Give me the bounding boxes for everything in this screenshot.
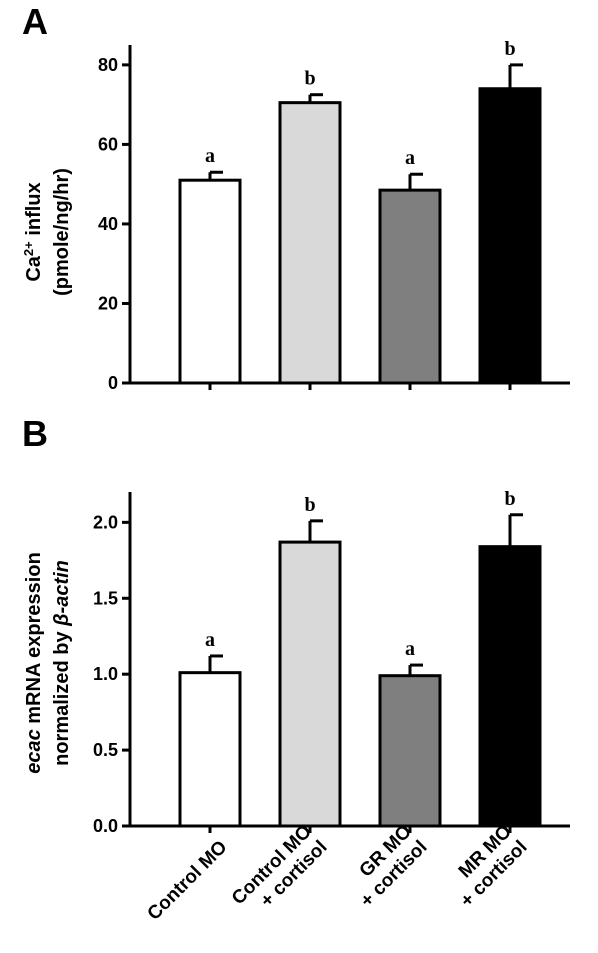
panel-b-bar xyxy=(178,671,242,828)
panel-a-significance-label: a xyxy=(405,147,415,169)
panel-b-significance-label: b xyxy=(504,488,515,510)
panel-b-y-tick-label: 0.0 xyxy=(93,816,118,836)
panel-a-bar xyxy=(378,188,442,385)
panel-b-significance-label: b xyxy=(304,494,315,516)
panel-a-y-tick-label: 40 xyxy=(98,214,118,234)
panel-a-ylabel-sup: 2+ xyxy=(21,241,36,256)
x-category-label: Control MO+ cortisol xyxy=(228,821,332,912)
x-category-label: Control MO xyxy=(144,837,232,925)
panel-a-ylabel-rest: influx xyxy=(23,182,45,241)
panel-a-ylabel-line1: Ca2+ influx xyxy=(21,182,46,281)
panel-b-significance-label: a xyxy=(405,638,415,660)
panel-a-bars: a b a b xyxy=(178,38,542,385)
panel-a-significance-label: b xyxy=(304,68,315,90)
x-category-label: GR MO+ cortisol xyxy=(356,821,432,912)
panel-b-ylabel-ecac: ecac xyxy=(23,729,45,774)
panel-b-ylabel-line2: normalized by β-actin xyxy=(51,560,73,766)
x-category-label-line: Control MO xyxy=(144,837,232,925)
panel-b-bar xyxy=(478,545,542,828)
panel-b-ylabel-line1: ecac mRNA expression xyxy=(23,552,45,774)
panel-a-bar xyxy=(178,178,242,385)
panel-a-ylabel-line2: (pmole/ng/hr) xyxy=(51,168,73,296)
panel-a-y-tick-label: 20 xyxy=(98,293,118,313)
panel-b-bar xyxy=(278,540,342,828)
panel-a-bar xyxy=(278,101,342,385)
x-category-label: MR MO+ cortisol xyxy=(455,821,532,912)
panel-b-letter: B xyxy=(22,413,48,454)
panel-a-chart: A Ca2+ influx (pmole/ng/hr) 0 20 40 60 80 a b… xyxy=(21,1,570,393)
panel-b-ylabel-rest: mRNA expression xyxy=(23,552,45,729)
panel-b-y-tick-label: 1.5 xyxy=(93,588,118,608)
panel-a-y-tick-label: 60 xyxy=(98,134,118,154)
panel-a-bar xyxy=(478,87,542,385)
panel-a-ylabel-ca: Ca xyxy=(23,255,45,281)
panel-b-y-tick-label: 0.5 xyxy=(93,740,118,760)
panel-b-y-tick-label: 1.0 xyxy=(93,664,118,684)
panel-a-letter: A xyxy=(22,1,48,42)
panel-a-y-tick-label: 0 xyxy=(108,373,118,393)
panel-a-significance-label: b xyxy=(504,38,515,60)
panel-a-y-tick-label: 80 xyxy=(98,55,118,75)
panel-b-significance-label: a xyxy=(205,629,215,651)
panel-b-bar xyxy=(378,674,442,828)
panel-b-ylabel-beta-actin: β-actin xyxy=(51,560,73,627)
panel-b-chart: B ecac mRNA expression normalized by β-a… xyxy=(22,413,570,836)
panel-a-significance-label: a xyxy=(205,145,215,167)
panel-b-bars: a b a b xyxy=(178,488,542,828)
panel-b-y-tick-label: 2.0 xyxy=(93,512,118,532)
panel-b-ylabel-normalized: normalized by xyxy=(51,626,73,766)
